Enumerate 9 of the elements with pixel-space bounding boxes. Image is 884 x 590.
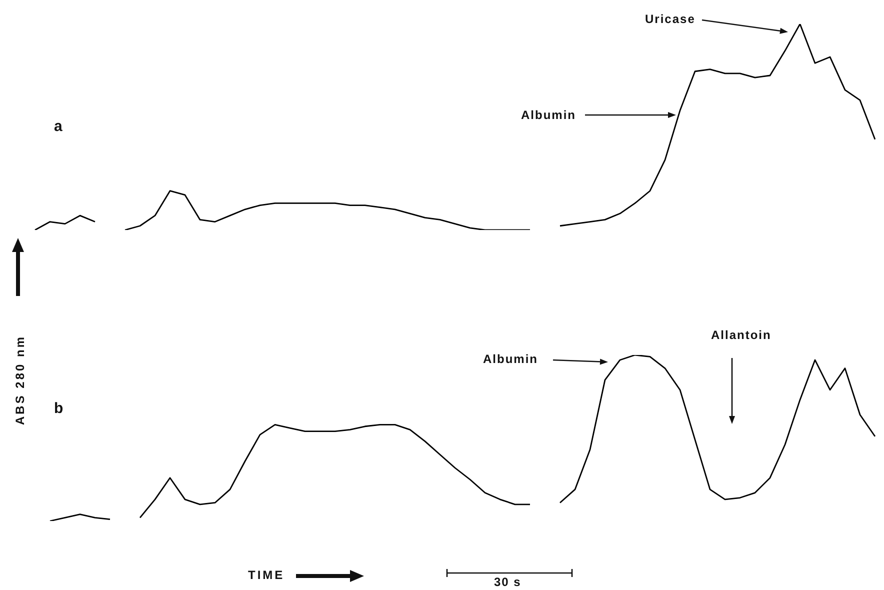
annotation: Albumin: [521, 108, 576, 122]
text: Allantoin: [711, 328, 772, 342]
annotation: Uricase: [645, 12, 696, 26]
annotation: Albumin: [483, 352, 538, 366]
x-axis-title: TIME: [248, 568, 285, 582]
text: b: [54, 400, 64, 417]
text: 30 s: [494, 575, 522, 589]
y-axis-title: ABS 280 nm: [13, 334, 27, 426]
text: a: [54, 118, 64, 135]
